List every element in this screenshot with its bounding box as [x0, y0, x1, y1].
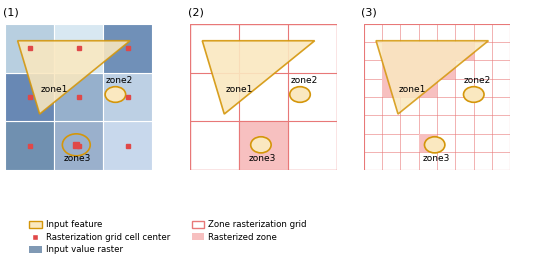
Bar [5, 24, 54, 73]
Bar [54, 73, 103, 121]
Bar [419, 134, 437, 152]
Ellipse shape [290, 87, 310, 102]
Bar [5, 121, 54, 170]
Polygon shape [202, 41, 315, 114]
Text: zone3: zone3 [249, 154, 276, 163]
Bar [54, 24, 103, 73]
Text: zone3: zone3 [422, 154, 450, 163]
Bar [437, 60, 456, 79]
Bar [239, 121, 288, 170]
Ellipse shape [105, 87, 125, 102]
Polygon shape [17, 41, 130, 114]
Bar [103, 24, 152, 73]
Bar [419, 60, 437, 79]
Text: zone1: zone1 [41, 85, 68, 94]
Text: zone3: zone3 [64, 154, 91, 163]
Text: zone2: zone2 [105, 76, 133, 85]
Bar [54, 121, 103, 170]
Bar [419, 79, 437, 97]
Bar [400, 60, 419, 79]
Polygon shape [376, 41, 489, 114]
Bar [382, 42, 401, 60]
Text: zone2: zone2 [290, 76, 318, 85]
Ellipse shape [464, 87, 484, 102]
Bar [382, 60, 401, 79]
Text: zone1: zone1 [225, 85, 252, 94]
Bar [382, 79, 401, 97]
Bar [456, 42, 473, 60]
Bar [419, 42, 437, 60]
Bar [103, 121, 152, 170]
Bar [400, 79, 419, 97]
Bar [103, 73, 152, 121]
Text: zone1: zone1 [399, 85, 426, 94]
Ellipse shape [425, 137, 445, 153]
Bar [5, 73, 54, 121]
Text: (2): (2) [188, 8, 204, 18]
Bar [400, 42, 419, 60]
Text: zone2: zone2 [464, 76, 491, 85]
Legend: Input feature, Rasterization grid cell center, Input value raster, Zone rasteriz: Input feature, Rasterization grid cell c… [26, 217, 310, 258]
Text: (1): (1) [3, 8, 19, 18]
Bar [437, 42, 456, 60]
Text: (3): (3) [362, 8, 377, 18]
Ellipse shape [251, 137, 271, 153]
